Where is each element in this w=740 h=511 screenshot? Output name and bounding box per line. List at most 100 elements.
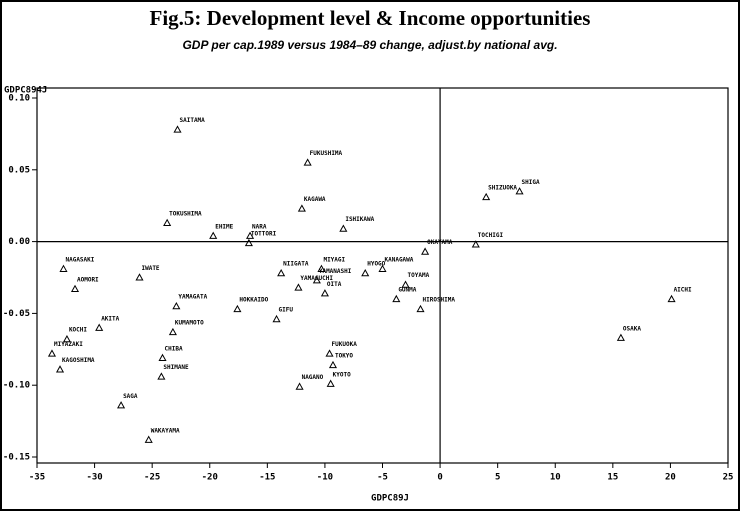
point-label: HOKKAIDO bbox=[239, 297, 268, 304]
y-tick-label: -0.05 bbox=[3, 309, 30, 319]
x-tick-label: 5 bbox=[495, 473, 500, 483]
x-tick-label: -20 bbox=[202, 473, 218, 483]
point bbox=[144, 435, 153, 443]
point bbox=[401, 280, 410, 288]
x-tick-label: -15 bbox=[259, 473, 275, 483]
point bbox=[233, 304, 242, 313]
point-label: CHIBA bbox=[165, 345, 183, 352]
y-tick-label: 0.00 bbox=[8, 237, 30, 247]
point bbox=[157, 372, 166, 380]
point-label: MIYAZAKI bbox=[54, 341, 83, 348]
point-label: OITA bbox=[327, 281, 342, 288]
point bbox=[325, 349, 334, 357]
point bbox=[70, 284, 80, 293]
point bbox=[272, 314, 281, 323]
point bbox=[294, 283, 303, 291]
point bbox=[55, 365, 65, 373]
x-tick-label: 15 bbox=[607, 473, 618, 483]
point bbox=[482, 192, 491, 201]
x-tick-label: 25 bbox=[723, 473, 734, 483]
point-label: AICHI bbox=[674, 287, 692, 294]
point-label: NIIGATA bbox=[283, 261, 309, 268]
point-label: SHIZUOKA bbox=[488, 185, 517, 192]
point-label: HYOGO bbox=[367, 261, 385, 268]
point bbox=[244, 238, 253, 247]
point-label: FUKUOKA bbox=[332, 341, 358, 348]
point-label: SHIMANE bbox=[163, 364, 189, 371]
point bbox=[117, 401, 126, 409]
point bbox=[295, 382, 304, 390]
x-tick-label: 10 bbox=[550, 473, 561, 483]
y-tick-label: -0.15 bbox=[3, 453, 30, 463]
point-label: SHIGA bbox=[522, 179, 540, 186]
point bbox=[173, 125, 182, 133]
point bbox=[135, 273, 144, 281]
point-label: KANAGAWA bbox=[385, 256, 414, 263]
point bbox=[392, 294, 401, 303]
point-label: OKAYAMA bbox=[427, 239, 453, 246]
point-label: NARA bbox=[252, 223, 267, 230]
point-label: KAGAWA bbox=[304, 196, 326, 203]
point-label: KAGOSHIMA bbox=[62, 357, 95, 364]
point bbox=[303, 158, 312, 166]
point bbox=[317, 264, 326, 272]
point-label: AKITA bbox=[101, 315, 119, 322]
point bbox=[616, 333, 625, 341]
point-label: TOCHIGI bbox=[478, 232, 504, 239]
point bbox=[209, 231, 218, 239]
point-label: SAITAMA bbox=[180, 117, 206, 124]
point bbox=[361, 268, 370, 277]
x-tick-label: -10 bbox=[317, 473, 333, 483]
point-label: TOYAMA bbox=[408, 272, 430, 279]
point bbox=[277, 268, 286, 277]
point-label: IWATE bbox=[141, 265, 159, 272]
x-tick-label: -25 bbox=[144, 473, 160, 483]
point-label: YAMANASHI bbox=[319, 268, 352, 275]
point bbox=[62, 335, 71, 343]
point-label: OSAKA bbox=[623, 325, 641, 332]
point bbox=[163, 218, 172, 226]
x-axis-label: GDPC89J bbox=[371, 494, 409, 504]
point bbox=[246, 231, 255, 239]
point bbox=[515, 187, 524, 195]
point-label: HIROSHIMA bbox=[423, 297, 456, 304]
point bbox=[95, 323, 104, 331]
x-tick-label: 20 bbox=[665, 473, 676, 483]
point bbox=[172, 301, 181, 310]
point bbox=[328, 360, 338, 369]
point bbox=[59, 264, 68, 272]
point bbox=[378, 264, 387, 272]
x-tick-label: 0 bbox=[437, 473, 442, 483]
chart-subtitle: GDP per cap.1989 versus 1984–89 change, … bbox=[182, 38, 557, 52]
point-label: SAGA bbox=[123, 393, 138, 400]
chart-title: Fig.5: Development level & Income opport… bbox=[150, 6, 591, 30]
point-label: WAKAYAMA bbox=[151, 427, 180, 434]
point-label: MIYAGI bbox=[323, 256, 345, 263]
point-label: GUNMA bbox=[398, 287, 416, 294]
point bbox=[667, 294, 676, 303]
point-label: GIFU bbox=[279, 307, 294, 314]
point-label: TOTTORI bbox=[251, 231, 277, 238]
point bbox=[312, 276, 321, 284]
point-label: ISHIKAWA bbox=[345, 216, 374, 223]
point bbox=[326, 379, 335, 387]
point bbox=[421, 247, 430, 255]
point-label: EHIME bbox=[215, 223, 233, 230]
point bbox=[47, 349, 57, 357]
point bbox=[416, 304, 425, 313]
x-tick-label: -30 bbox=[86, 473, 102, 483]
point bbox=[339, 224, 348, 232]
point-label: NAGASAKI bbox=[65, 256, 94, 263]
point-label: NAGANO bbox=[302, 374, 324, 381]
point-label: KOCHI bbox=[69, 327, 87, 334]
point-label: TOKUSHIMA bbox=[169, 210, 202, 217]
y-tick-label: 0.05 bbox=[8, 165, 30, 175]
y-axis-label: GDPC894J bbox=[4, 86, 47, 96]
point bbox=[320, 289, 329, 297]
point-label: AOMORI bbox=[77, 276, 99, 283]
point-label: KYOTO bbox=[333, 371, 351, 378]
point bbox=[297, 204, 306, 212]
point-label: TOKYO bbox=[335, 353, 353, 360]
point-label: FUKUSHIMA bbox=[310, 150, 343, 157]
